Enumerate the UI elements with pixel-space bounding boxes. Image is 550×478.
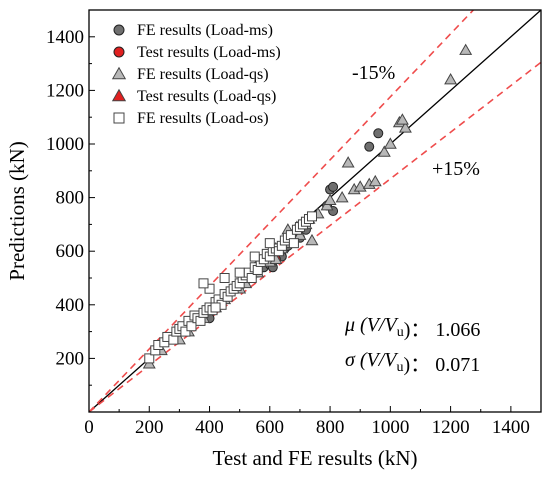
data-point-s4-31 bbox=[246, 273, 257, 283]
legend-marker-1 bbox=[113, 46, 125, 58]
reference-line-1 bbox=[89, 10, 474, 412]
legend-label-2: FE results (Load-qs) bbox=[137, 66, 269, 83]
y-tick-label: 1200 bbox=[46, 80, 84, 101]
data-point-s2-35 bbox=[383, 137, 397, 149]
data-point-s2-23 bbox=[335, 190, 349, 203]
plot-frame bbox=[88, 9, 542, 413]
y-tick-label: 600 bbox=[56, 241, 85, 262]
y-tick-label: 800 bbox=[56, 188, 85, 209]
data-point-s2-24 bbox=[341, 156, 355, 168]
data-point-s4-11 bbox=[186, 321, 197, 332]
data-point-s0-20 bbox=[328, 181, 339, 192]
data-point-s4-53 bbox=[249, 251, 260, 262]
y-axis-title: Predictions (kN) bbox=[5, 141, 29, 280]
legend-marker-3 bbox=[111, 88, 127, 102]
data-point-s4-56 bbox=[198, 278, 209, 289]
legend-label-4: FE results (Load-os) bbox=[137, 110, 269, 127]
legend-label-1: Test results (Load-ms) bbox=[137, 44, 281, 61]
x-axis-title: Test and FE results (kN) bbox=[213, 446, 418, 470]
annotation-plus-15: +15% bbox=[432, 158, 480, 180]
x-tick-label: 1000 bbox=[371, 417, 409, 438]
data-point-s2-34 bbox=[459, 43, 473, 55]
data-point-s2-19 bbox=[305, 233, 319, 246]
data-point-s4-58 bbox=[210, 302, 221, 313]
data-point-s4-54 bbox=[234, 267, 245, 278]
x-tick-label: 800 bbox=[316, 417, 345, 438]
legend-marker-4 bbox=[113, 112, 125, 124]
data-point-s2-29 bbox=[377, 145, 391, 157]
y-tick-label: 400 bbox=[56, 295, 85, 316]
x-tick-label: 1200 bbox=[432, 417, 470, 438]
data-point-s4-45 bbox=[288, 238, 299, 249]
annotation-minus-15: -15% bbox=[352, 62, 395, 84]
data-point-s2-33 bbox=[444, 73, 458, 85]
x-tick-label: 200 bbox=[135, 417, 164, 438]
data-point-s2-32 bbox=[395, 113, 409, 125]
legend-marker-2 bbox=[111, 66, 127, 80]
data-point-s4-51 bbox=[306, 211, 317, 222]
legend-label-0: FE results (Load-ms) bbox=[137, 22, 273, 39]
x-tick-label: 600 bbox=[256, 417, 285, 438]
data-point-s0-22 bbox=[373, 128, 384, 139]
data-point-s4-57 bbox=[219, 273, 230, 283]
data-point-s2-22 bbox=[323, 193, 337, 205]
x-tick-label: 1400 bbox=[492, 417, 530, 438]
legend-marker-0 bbox=[113, 24, 125, 36]
y-tick-label: 1000 bbox=[46, 134, 84, 155]
stat-0: μ (V/Vu)： 1.066 bbox=[344, 314, 480, 341]
data-point-s4-9 bbox=[180, 326, 191, 337]
data-point-s4-0 bbox=[144, 353, 155, 364]
y-tick-label: 200 bbox=[56, 348, 85, 369]
data-point-s2-31 bbox=[398, 121, 412, 133]
stat-1: σ (V/Vu)： 0.071 bbox=[345, 349, 480, 376]
legend-label-3: Test results (Load-qs) bbox=[137, 88, 276, 105]
data-point-s4-52 bbox=[264, 238, 275, 249]
data-point-s4-55 bbox=[204, 283, 215, 294]
data-point-s2-26 bbox=[353, 180, 367, 192]
x-tick-label: 0 bbox=[84, 417, 94, 438]
y-tick-label: 1400 bbox=[46, 27, 84, 48]
x-tick-label: 400 bbox=[195, 417, 224, 438]
data-point-s2-28 bbox=[368, 174, 382, 187]
data-point-s0-21 bbox=[364, 141, 375, 152]
